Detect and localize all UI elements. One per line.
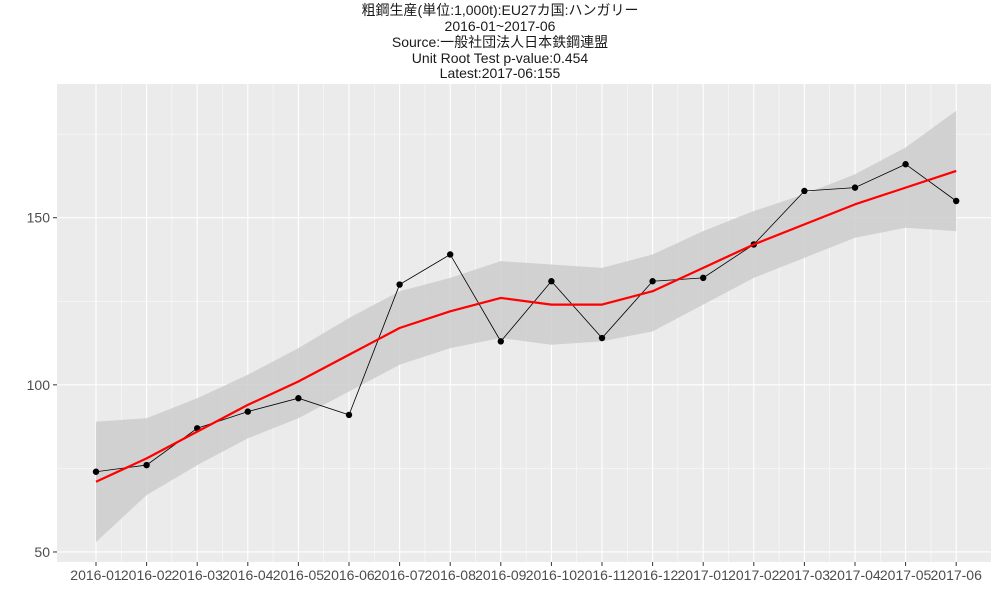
x-tick-label: 2016-07	[374, 567, 426, 583]
x-tick-label: 2017-04	[829, 567, 881, 583]
data-point	[447, 251, 453, 257]
y-tick-label: 100	[27, 377, 51, 393]
y-tick-label: 150	[27, 210, 51, 226]
data-point	[548, 278, 554, 284]
x-tick-label: 2016-12	[627, 567, 679, 583]
data-point	[143, 462, 149, 468]
y-axis: 50 100 150	[27, 210, 57, 560]
x-tick-label: 2016-02	[121, 567, 173, 583]
x-tick-label: 2016-08	[425, 567, 477, 583]
data-point	[93, 469, 99, 475]
x-tick-label: 2017-02	[728, 567, 780, 583]
data-point	[700, 275, 706, 281]
x-tick-label: 2016-10	[526, 567, 578, 583]
x-tick-label: 2016-09	[475, 567, 527, 583]
data-point	[902, 161, 908, 167]
x-tick-label: 2016-11	[577, 567, 628, 583]
x-tick-label: 2016-05	[273, 567, 325, 583]
x-tick-label: 2016-06	[323, 567, 375, 583]
x-tick-label: 2016-01	[70, 567, 122, 583]
data-point	[953, 198, 959, 204]
data-point	[852, 184, 858, 190]
x-tick-label: 2017-05	[880, 567, 932, 583]
data-point	[245, 408, 251, 414]
data-point	[649, 278, 655, 284]
data-point	[346, 412, 352, 418]
y-tick-label: 50	[34, 544, 50, 560]
x-axis: 2016-01 2016-02 2016-03 2016-04 2016-05 2016-…	[70, 562, 982, 583]
x-tick-label: 2017-01	[678, 567, 730, 583]
data-point	[396, 281, 402, 287]
data-point	[599, 335, 605, 341]
x-tick-label: 2016-03	[172, 567, 224, 583]
data-point	[498, 338, 504, 344]
x-tick-label: 2016-04	[222, 567, 274, 583]
data-point	[801, 188, 807, 194]
data-point	[295, 395, 301, 401]
x-tick-label: 2017-03	[779, 567, 831, 583]
x-tick-label: 2017-06	[931, 567, 983, 583]
